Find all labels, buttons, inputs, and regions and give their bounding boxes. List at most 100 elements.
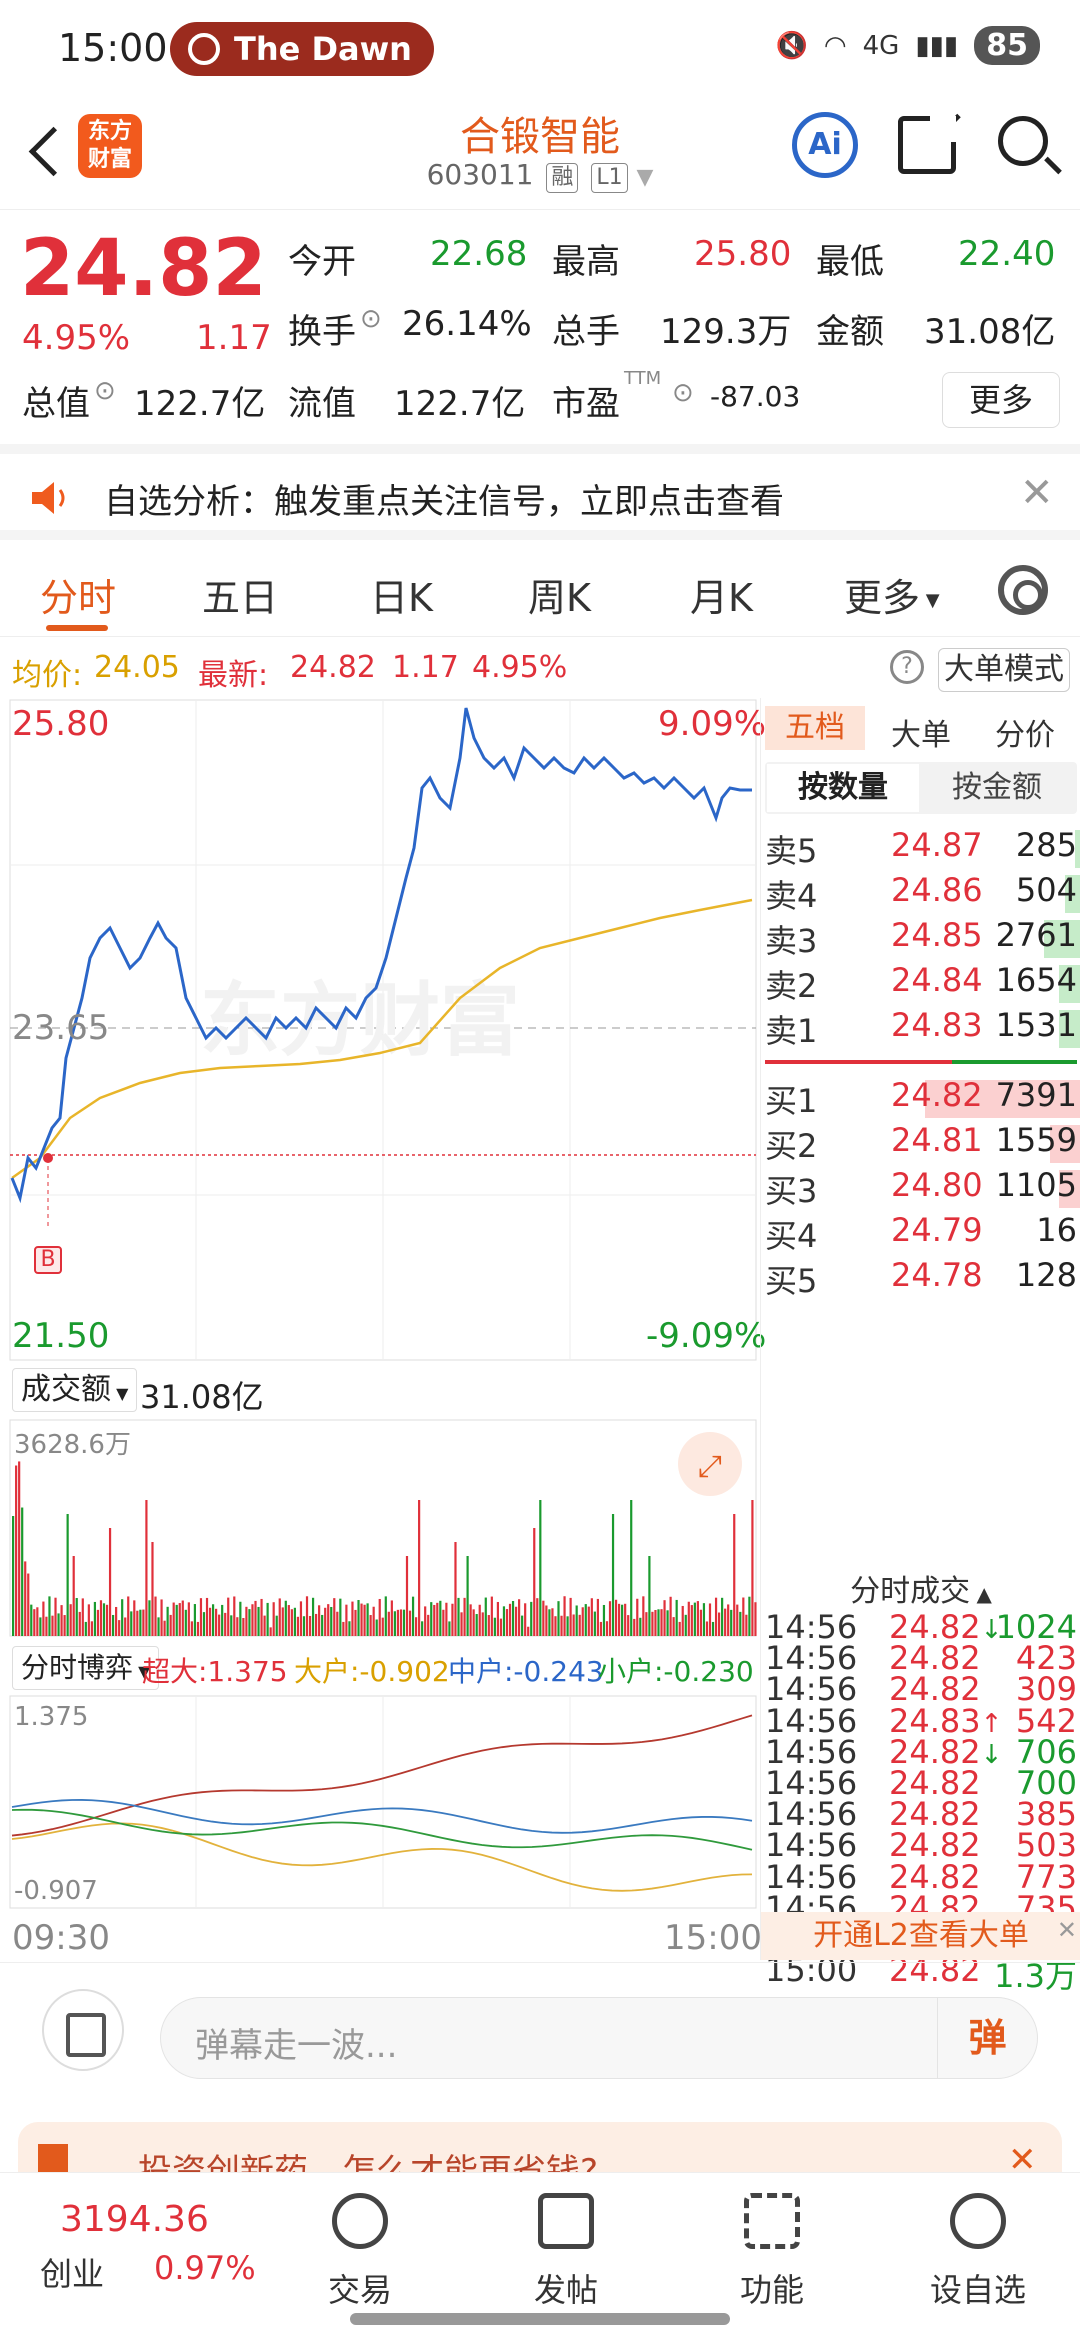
volume-bar	[472, 1609, 475, 1636]
bottom-pct-label: -9.09%	[646, 1316, 767, 1356]
book-row[interactable]: 买1 24.82 7391	[761, 1076, 1080, 1120]
flow-mid-line	[11, 1799, 753, 1834]
trade-time: 14:56	[765, 1826, 858, 1865]
info-icon[interactable]: ⊙	[360, 304, 382, 334]
trade-row: 14:56 24.82 773	[761, 1858, 1080, 1902]
trade-volume: 700	[1015, 1764, 1077, 1802]
nav-add-watchlist-label: 设自选	[929, 2271, 1026, 2309]
close-icon[interactable]: ✕	[1056, 1916, 1077, 1944]
volume-bar	[566, 1616, 569, 1636]
by-amount-option[interactable]: 按金额	[952, 770, 1042, 805]
book-tabs: 五档 大单 分价	[761, 706, 1080, 754]
gear-icon[interactable]	[998, 565, 1048, 615]
stock-code-row[interactable]: 603011 融 L1 ▼	[0, 158, 1080, 193]
volume-bar	[39, 1617, 42, 1636]
volume-bar	[454, 1542, 457, 1636]
search-icon[interactable]	[998, 116, 1048, 166]
chevron-down-icon: ▼	[133, 1662, 151, 1681]
tab-five-levels[interactable]: 五档	[765, 706, 865, 750]
ai-assistant-button[interactable]: Ai	[792, 112, 858, 178]
volume-bar	[624, 1603, 627, 1636]
volume-bar	[618, 1603, 621, 1636]
volume-bar	[51, 1615, 54, 1636]
volume-bar	[36, 1607, 39, 1636]
intraday-chart[interactable]: 东方财富 ⤢ 25.80 9.09% 23.65 B 21.50 -9.09% …	[0, 698, 766, 1960]
volume-bar	[248, 1609, 251, 1636]
danmaku-input[interactable]: 弹幕走一波... 弹	[160, 1997, 1038, 2079]
tab-monthly-k[interactable]: 月K	[690, 576, 753, 620]
volume-bar	[696, 1601, 699, 1636]
tab-price-distribution[interactable]: 分价	[995, 718, 1055, 753]
trades-header[interactable]: 分时成交 ▲	[761, 1566, 1080, 1610]
latest-label: 最新:	[198, 658, 269, 693]
book-row[interactable]: 买2 24.81 1559	[761, 1121, 1080, 1165]
help-icon[interactable]: ?	[890, 650, 924, 684]
chart-svg: 东方财富 ⤢	[9, 699, 757, 1909]
book-row[interactable]: 卖1 24.83 1531	[761, 1006, 1080, 1050]
by-quantity-option[interactable]: 按数量	[767, 764, 919, 812]
tab-intraday[interactable]: 分时	[40, 576, 117, 620]
tab-five-day[interactable]: 五日	[202, 576, 279, 620]
buy-marker[interactable]: B	[34, 1246, 62, 1274]
level-volume: 1531	[995, 1006, 1077, 1044]
nav-functions[interactable]: 功能	[702, 2193, 842, 2311]
volume-bar	[15, 1465, 18, 1636]
book-row[interactable]: 买3 24.80 1105	[761, 1166, 1080, 1210]
level-label: 买3	[765, 1172, 818, 1210]
avg-value: 24.05	[94, 650, 180, 685]
turnover-value: 26.14%	[402, 304, 532, 344]
volume-bar	[345, 1604, 348, 1636]
signal-notice[interactable]: 自选分析：触发重点关注信号，立即点击查看 ✕	[0, 444, 1080, 540]
info-icon[interactable]: ⊙	[94, 376, 116, 406]
trade-volume: 773	[1015, 1857, 1077, 1896]
volume-bar	[184, 1609, 187, 1636]
expand-button-bg[interactable]	[678, 1432, 742, 1496]
volume-bar	[648, 1556, 651, 1636]
nav-post[interactable]: 发帖	[496, 2193, 636, 2311]
flow-big-label: 大户:-0.902	[294, 1655, 450, 1688]
big-order-mode-button[interactable]: 大单模式	[938, 648, 1070, 692]
open-l2-banner[interactable]: 开通L2查看大单 ✕	[761, 1912, 1080, 1960]
flow-selector[interactable]: 分时博弈 ▼	[12, 1646, 160, 1690]
volume-bar	[557, 1601, 560, 1636]
float-value: 122.7亿	[394, 384, 526, 424]
book-row[interactable]: 卖5 24.87 285	[761, 826, 1080, 870]
post-settings-icon[interactable]	[42, 1989, 124, 2071]
volume-bar	[590, 1598, 593, 1636]
tab-weekly-k[interactable]: 周K	[528, 576, 591, 620]
book-row[interactable]: 买5 24.78 128	[761, 1256, 1080, 1300]
level-price: 24.81	[891, 1121, 983, 1159]
volume-bar	[605, 1621, 609, 1636]
more-quote-button[interactable]: 更多	[942, 372, 1060, 428]
tab-daily-k[interactable]: 日K	[370, 576, 433, 620]
home-indicator[interactable]	[350, 2313, 730, 2325]
volume-bar	[387, 1611, 390, 1636]
nav-add-watchlist[interactable]: 设自选	[908, 2193, 1048, 2311]
volume-bar	[690, 1605, 693, 1636]
volume-bar	[357, 1600, 360, 1636]
volume-selector[interactable]: 成交额 ▼	[12, 1368, 138, 1412]
book-row[interactable]: 买4 24.79 16	[761, 1211, 1080, 1255]
now-playing-pill[interactable]: The Dawn	[170, 22, 434, 76]
trade-row: 14:56 24.82 309	[761, 1670, 1080, 1714]
tab-more[interactable]: 更多 ▼	[844, 567, 940, 622]
volume-bar	[111, 1614, 115, 1636]
volume-bar	[245, 1606, 248, 1636]
volume-bar	[669, 1596, 672, 1636]
close-icon[interactable]: ✕	[1020, 470, 1054, 516]
book-row[interactable]: 卖3 24.85 2761	[761, 916, 1080, 960]
tab-big-orders[interactable]: 大单	[891, 718, 951, 753]
nav-trade[interactable]: 交易	[290, 2193, 430, 2311]
level-volume: 7391	[995, 1076, 1077, 1114]
book-row[interactable]: 卖2 24.84 1654	[761, 961, 1080, 1005]
level-price: 24.83	[891, 1006, 983, 1044]
share-icon[interactable]	[898, 113, 961, 174]
danmaku-toggle-button[interactable]: 弹	[937, 1998, 1037, 2078]
arrow-down-icon: ↓	[980, 1739, 1003, 1770]
volume-bar	[48, 1596, 51, 1636]
book-row[interactable]: 卖4 24.86 504	[761, 871, 1080, 915]
expand-icon[interactable]: ⤢	[698, 1449, 722, 1484]
info-icon[interactable]: ⊙	[672, 378, 694, 408]
stock-code: 603011	[426, 158, 534, 191]
volume-bar	[45, 1616, 48, 1636]
